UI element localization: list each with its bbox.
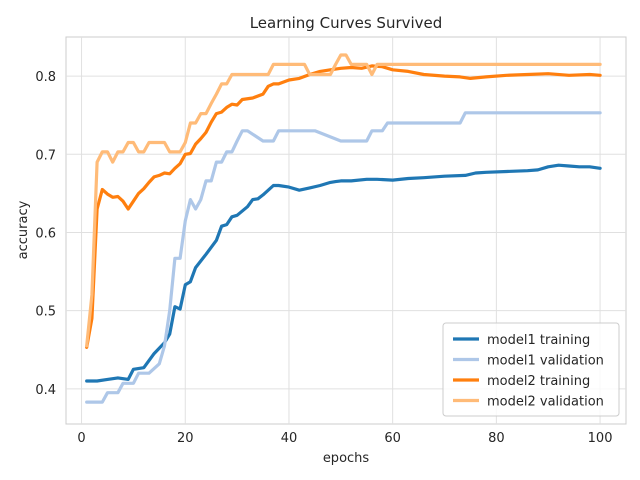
x-axis-label: epochs bbox=[323, 451, 370, 466]
y-tick-label: 0.5 bbox=[35, 305, 56, 320]
series-line-2 bbox=[85, 111, 602, 404]
legend-items: model1 training model1 validation model2 t… bbox=[453, 333, 604, 410]
legend-label: model1 validation bbox=[487, 354, 604, 369]
legend: model1 training model1 validation model2 t… bbox=[442, 322, 620, 417]
legend-box bbox=[442, 322, 620, 417]
x-tick-label: 20 bbox=[177, 431, 194, 446]
series-line-1 bbox=[85, 163, 602, 383]
x-tick-label: 40 bbox=[281, 431, 298, 446]
legend-label: model1 training bbox=[487, 333, 590, 348]
x-tick-label: 80 bbox=[488, 431, 505, 446]
y-tick-label: 0.7 bbox=[35, 148, 56, 163]
legend-label: model2 training bbox=[487, 374, 590, 389]
series-line-3 bbox=[85, 64, 602, 349]
x-tick-label: 0 bbox=[77, 431, 85, 446]
chart-title: Learning Curves Survived bbox=[250, 14, 443, 32]
legend-label: model2 validation bbox=[487, 395, 604, 410]
series-line-4 bbox=[85, 53, 602, 348]
y-tick-label: 0.4 bbox=[35, 383, 56, 398]
series-layer bbox=[85, 53, 602, 404]
y-tick-label: 0.6 bbox=[35, 226, 56, 241]
y-axis-label: accuracy bbox=[16, 200, 31, 259]
x-tick-label: 60 bbox=[384, 431, 401, 446]
tick-layer: 0 20 40 60 80 100 0.4 0.5 0.6 0.7 0.8 bbox=[35, 70, 612, 446]
y-tick-label: 0.8 bbox=[35, 70, 56, 85]
x-tick-label: 100 bbox=[588, 431, 613, 446]
